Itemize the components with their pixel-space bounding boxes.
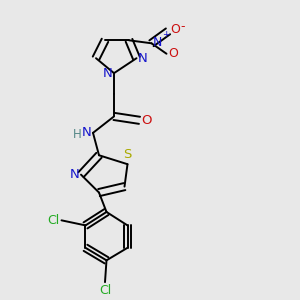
- Text: S: S: [123, 148, 132, 161]
- Text: N: N: [82, 126, 92, 140]
- Text: N: N: [103, 67, 112, 80]
- Text: N: N: [153, 36, 162, 49]
- Text: N: N: [70, 168, 80, 181]
- Text: O: O: [170, 23, 180, 36]
- Text: Cl: Cl: [48, 214, 60, 227]
- Text: Cl: Cl: [99, 284, 111, 297]
- Text: -: -: [180, 20, 184, 33]
- Text: O: O: [141, 114, 152, 127]
- Text: O: O: [169, 47, 178, 60]
- Text: H: H: [73, 128, 82, 141]
- Text: N: N: [138, 52, 148, 65]
- Text: +: +: [162, 30, 169, 39]
